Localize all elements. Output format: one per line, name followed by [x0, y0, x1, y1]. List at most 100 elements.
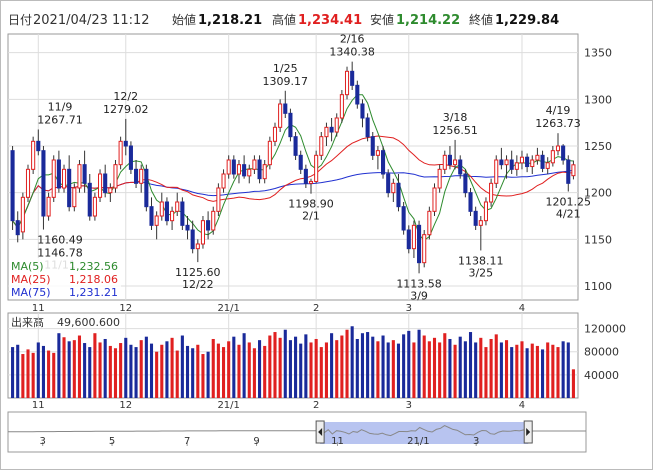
volume-bar — [299, 343, 303, 398]
volume-bar — [458, 336, 462, 398]
volume-bar — [443, 333, 447, 398]
volume-bar — [185, 345, 190, 398]
candle-body-up — [411, 224, 416, 250]
volume-bar — [113, 348, 118, 398]
volume-bar — [396, 343, 401, 398]
candle-body-up — [427, 210, 432, 236]
candle — [231, 155, 236, 179]
legend-ma25-name: MA(25) — [11, 273, 51, 286]
candle — [437, 164, 442, 193]
candle — [82, 150, 87, 193]
annotation-value: 1198.90 — [288, 198, 334, 211]
volume-bar — [448, 338, 452, 398]
volume-bar — [541, 349, 545, 398]
navigator-tick-label: 21/1 — [407, 436, 429, 447]
volume-bar — [494, 334, 498, 398]
candle — [365, 113, 370, 142]
navigator[interactable]: 3 5 7 9 11 21/1 3 — [8, 420, 586, 447]
candle-body-down — [87, 182, 92, 217]
candle — [571, 160, 576, 180]
price-x-tick-label: 4 — [519, 303, 525, 314]
volume-bar — [463, 341, 467, 398]
annotation-value: 1340.38 — [329, 46, 375, 59]
candle-body-down — [185, 224, 190, 231]
volume-bar — [83, 343, 87, 398]
candle — [499, 147, 504, 170]
candle-body-down — [15, 220, 20, 236]
candle-body-up — [545, 162, 550, 169]
candle — [561, 144, 566, 165]
candle-body-down — [10, 150, 15, 222]
candle — [473, 206, 478, 230]
navigator-tick-label: 3 — [39, 436, 45, 447]
candle-body-down — [288, 112, 293, 138]
legend-box — [9, 258, 121, 299]
volume-bar — [144, 336, 148, 398]
volume-bar — [330, 333, 334, 398]
annotation-date: 12/22 — [182, 278, 214, 291]
candle-body-down — [67, 168, 72, 208]
navigator-tick-label: 9 — [253, 436, 259, 447]
candle-body-up — [324, 126, 329, 138]
navigator-series — [8, 425, 586, 437]
candlesticks — [10, 61, 576, 274]
candle — [56, 150, 61, 193]
volume-bar — [468, 332, 473, 398]
candle-body-down — [350, 70, 355, 86]
volume-bar — [324, 342, 328, 398]
volume-bar — [350, 326, 354, 398]
candle — [442, 150, 447, 174]
candle — [566, 155, 571, 192]
annotation-date: 1/25 — [273, 62, 298, 75]
annotation-date: 4/19 — [546, 104, 571, 117]
candle-body-down — [386, 173, 391, 194]
candle — [411, 220, 416, 258]
volume-bar — [556, 347, 560, 398]
navigator-right-handle[interactable] — [523, 420, 533, 444]
candle-body-up — [139, 168, 144, 184]
candle — [262, 160, 267, 184]
candle — [483, 197, 488, 226]
volume-bar — [88, 347, 92, 398]
candle — [360, 99, 365, 128]
legend-ma75-value: 1,231.21 — [69, 286, 118, 299]
candle-body-up — [61, 168, 67, 189]
candle — [458, 155, 463, 179]
volume-bar — [360, 333, 365, 398]
annotation-date: 2/1 — [302, 210, 320, 223]
price-x-tick-label: 2 — [313, 303, 319, 314]
candle — [334, 113, 339, 137]
volume-bar — [119, 343, 123, 398]
volume-bar — [479, 337, 483, 398]
header-high: 1,234.41 — [298, 13, 362, 28]
header-label-daily: 日付 — [8, 13, 32, 27]
candle — [293, 132, 298, 160]
candle-body-up — [113, 164, 118, 189]
volume-y-axis: 120000 80000 40000 — [584, 323, 626, 382]
candle-body-up — [262, 164, 267, 180]
candle-body-up — [437, 168, 442, 189]
header-label-close: 終値 — [469, 12, 493, 27]
annotation-value: 1138.11 — [458, 254, 504, 267]
volume-bar — [108, 345, 112, 398]
candle-body-up — [391, 182, 396, 194]
candle-body-down — [206, 220, 211, 231]
candle — [401, 202, 406, 235]
candle-body-down — [303, 168, 308, 184]
candle — [134, 160, 139, 188]
volume-bar — [278, 337, 282, 398]
volume-bar — [340, 335, 344, 398]
candle-body-down — [231, 159, 236, 175]
annotation-value: 1256.51 — [432, 124, 478, 137]
volume-bar — [535, 345, 539, 398]
price-tick-label: 1250 — [584, 140, 612, 153]
volume-bar — [489, 338, 493, 398]
chevron-left-icon — [318, 428, 323, 436]
navigator-left-handle[interactable] — [315, 420, 325, 444]
candle — [288, 108, 293, 142]
navigator-window[interactable] — [320, 422, 529, 444]
volume-bar — [201, 354, 205, 398]
candle-body-up — [221, 173, 226, 189]
candle — [46, 192, 51, 221]
candle — [113, 160, 118, 193]
